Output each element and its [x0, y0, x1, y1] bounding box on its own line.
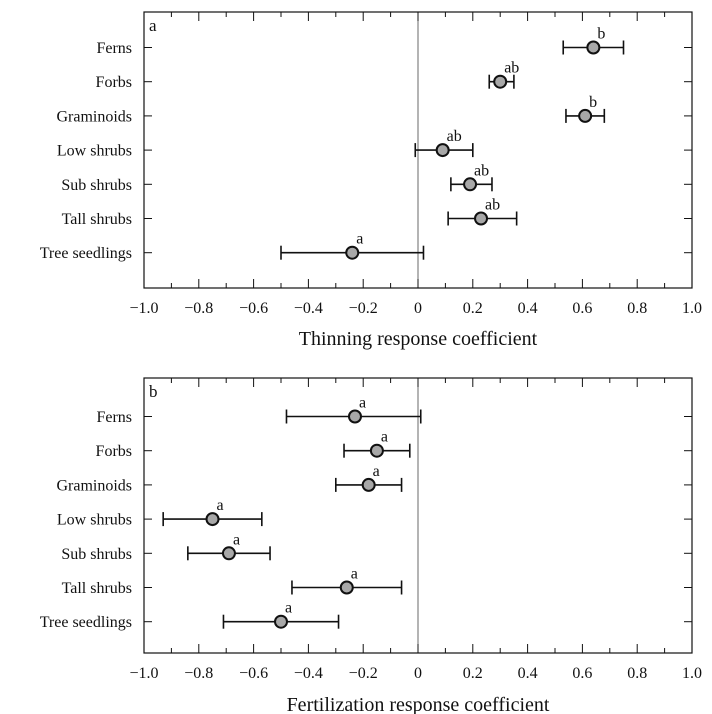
- category-label: Graminoids: [56, 477, 132, 494]
- x-tick-label: 0.8: [627, 665, 647, 682]
- significance-letter: b: [597, 26, 605, 43]
- x-tick-label: 0: [414, 300, 422, 317]
- significance-letter: ab: [474, 162, 489, 179]
- data-point: [586, 40, 601, 55]
- x-tick-label: −0.6: [239, 300, 268, 317]
- category-label: Forbs: [96, 74, 132, 91]
- panel-b: b −1.0 −0.8 −0.6 −0.4 −0.2 0 0.2 0.4 0.6 0.8 1.0 Fer…: [40, 377, 702, 714]
- x-tick-label: 0.8: [627, 300, 647, 317]
- data-point: [435, 143, 450, 158]
- data-point: [221, 546, 236, 561]
- category-label: Low shrubs: [57, 512, 132, 529]
- x-tick-label: 1.0: [682, 300, 702, 317]
- data-point: [493, 74, 508, 89]
- data-point: [578, 108, 593, 123]
- significance-letter: a: [373, 463, 380, 480]
- x-tick-label: 0: [414, 665, 422, 682]
- significance-letter: a: [233, 531, 240, 548]
- significance-letter: ab: [447, 128, 462, 145]
- x-tick-label: −0.2: [349, 300, 378, 317]
- data-point: [463, 177, 478, 192]
- significance-letter: a: [351, 566, 358, 583]
- category-label: Ferns: [96, 40, 132, 57]
- category-label: Tall shrubs: [62, 211, 132, 228]
- significance-letter: a: [217, 497, 224, 514]
- x-tick-label: −0.4: [294, 300, 323, 317]
- x-tick-label: 0.2: [463, 300, 483, 317]
- data-point: [339, 580, 354, 595]
- data-point: [369, 443, 384, 458]
- category-label: Graminoids: [56, 108, 132, 125]
- x-tick-label: 0.6: [572, 665, 592, 682]
- category-label: Low shrubs: [57, 143, 132, 160]
- significance-letter: a: [381, 429, 388, 446]
- panel-label: a: [149, 16, 157, 35]
- x-tick-label: −0.8: [184, 300, 213, 317]
- x-tick-label: −1.0: [129, 665, 158, 682]
- x-tick-label: −1.0: [129, 300, 158, 317]
- panel-label: b: [149, 382, 158, 401]
- category-label: Ferns: [96, 409, 132, 426]
- data-point: [345, 245, 360, 260]
- x-tick-label: −0.8: [184, 665, 213, 682]
- data-point: [474, 211, 489, 226]
- panel-a: a −1.0 −0.8 −0.6 −0.4 −0.2 0 0.2 0.4 0.6 0.8 1.0 Thi…: [40, 11, 702, 350]
- significance-letter: ab: [504, 60, 519, 77]
- x-tick-label: 0.6: [572, 300, 592, 317]
- x-tick-label: 0.4: [518, 665, 538, 682]
- significance-letter: a: [285, 600, 292, 617]
- data-point: [361, 477, 376, 492]
- x-tick-label: −0.4: [294, 665, 323, 682]
- category-label: Sub shrubs: [61, 177, 132, 194]
- data-point: [347, 409, 362, 424]
- x-tick-label: 0.4: [518, 300, 538, 317]
- significance-letter: a: [356, 231, 363, 248]
- category-label: Sub shrubs: [61, 546, 132, 563]
- significance-letter: b: [589, 94, 597, 111]
- x-tick-label: −0.2: [349, 665, 378, 682]
- x-axis-label: Fertilization response coefficient: [287, 694, 550, 714]
- x-tick-label: 1.0: [682, 665, 702, 682]
- category-label: Tree seedlings: [40, 614, 132, 631]
- data-point: [205, 512, 220, 527]
- x-tick-label: −0.6: [239, 665, 268, 682]
- significance-letter: a: [359, 395, 366, 412]
- significance-letter: ab: [485, 197, 500, 214]
- x-tick-label: 0.2: [463, 665, 483, 682]
- category-label: Forbs: [96, 443, 132, 460]
- x-axis-label: Thinning response coefficient: [299, 328, 538, 350]
- data-point: [274, 614, 288, 629]
- category-label: Tree seedlings: [40, 245, 132, 262]
- category-label: Tall shrubs: [62, 580, 132, 597]
